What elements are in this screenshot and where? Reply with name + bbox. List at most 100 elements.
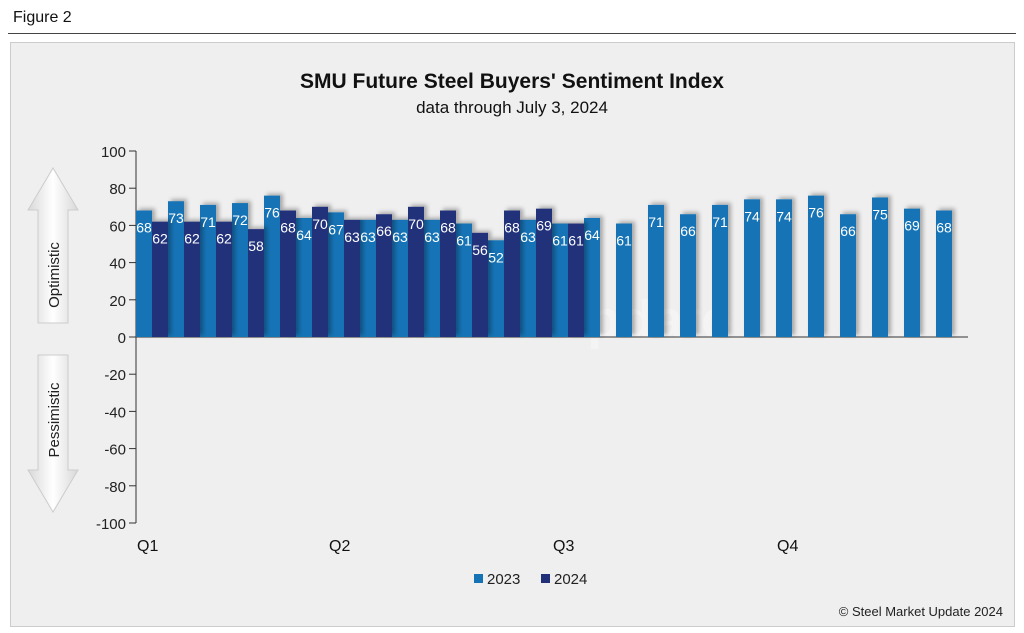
bar-2023	[296, 217, 312, 337]
data-label: 73	[168, 210, 184, 226]
data-label: 63	[392, 229, 408, 245]
data-label: 68	[936, 220, 952, 236]
data-label: 68	[504, 220, 520, 236]
y-tick-label: -60	[104, 442, 126, 459]
optimistic-arrow: Optimistic	[27, 167, 79, 324]
bar-2024	[216, 221, 232, 337]
y-tick-label: 40	[109, 256, 126, 273]
x-tick-label: Q1	[137, 538, 158, 555]
x-tick-label: Q4	[777, 538, 798, 555]
bar-2023	[392, 219, 408, 337]
bar-2023	[264, 195, 280, 337]
data-label: 74	[776, 208, 792, 224]
y-tick-label: -80	[104, 479, 126, 496]
data-label: 63	[360, 229, 376, 245]
data-label: 64	[584, 227, 600, 243]
y-tick-label: -40	[104, 404, 126, 421]
data-label: 58	[248, 238, 264, 254]
data-label: 62	[184, 231, 200, 247]
bar-2023	[456, 223, 472, 337]
bar-2024	[568, 223, 584, 337]
data-label: 71	[200, 214, 216, 230]
bar-2023	[776, 199, 792, 337]
data-label: 70	[408, 216, 424, 232]
bar-2023	[744, 199, 760, 337]
data-label: 68	[136, 220, 152, 236]
data-label: 68	[440, 220, 456, 236]
y-tick-label: 0	[118, 330, 126, 347]
data-label: 71	[648, 214, 664, 230]
data-label: 68	[280, 220, 296, 236]
data-label: 71	[712, 214, 728, 230]
bar-2023	[936, 210, 952, 337]
bar-2023	[328, 212, 344, 337]
bar-2023	[904, 208, 920, 337]
bar-2023	[584, 217, 600, 337]
x-tick-label: Q2	[329, 538, 350, 555]
legend-label-2024: 2024	[554, 571, 587, 588]
y-tick-label: -100	[96, 516, 126, 533]
data-label: 69	[904, 218, 920, 234]
pessimistic-arrow: Pessimistic	[27, 354, 79, 513]
bar-2023	[520, 219, 536, 337]
data-label: 66	[840, 223, 856, 239]
data-label: 75	[872, 207, 888, 223]
data-label: 61	[552, 233, 568, 249]
bar-2024	[504, 210, 520, 337]
y-tick-label: -20	[104, 367, 126, 384]
data-label: 61	[456, 233, 472, 249]
x-tick-label: Q3	[553, 538, 574, 555]
legend-swatch-2024	[541, 574, 550, 583]
y-tick-label: 60	[109, 218, 126, 235]
legend-swatch-2023	[474, 574, 483, 583]
data-label: 63	[344, 229, 360, 245]
divider	[8, 33, 1016, 34]
data-label: 62	[216, 231, 232, 247]
data-label: 66	[680, 223, 696, 239]
figure-label: Figure 2	[13, 9, 72, 26]
data-label: 66	[376, 223, 392, 239]
bar-2023	[232, 203, 248, 337]
copyright: © Steel Market Update 2024	[839, 604, 1003, 619]
data-label: 70	[312, 216, 328, 232]
chart-title: SMU Future Steel Buyers' Sentiment Index	[300, 70, 724, 93]
legend-label-2023: 2023	[487, 571, 520, 588]
bar-2024	[344, 219, 360, 337]
bar-2024	[280, 210, 296, 337]
data-label: 63	[424, 229, 440, 245]
data-label: 62	[152, 231, 168, 247]
chart-subtitle: data through July 3, 2024	[416, 98, 608, 117]
y-tick-label: 20	[109, 293, 126, 310]
bar-2024	[184, 221, 200, 337]
data-label: 72	[232, 212, 248, 228]
bar-2023	[136, 210, 152, 337]
legend: 2023 2024	[474, 571, 587, 588]
bar-2023	[680, 214, 696, 337]
bar-2024	[536, 208, 552, 337]
optimistic-label: Optimistic	[46, 242, 63, 308]
bar-2023	[808, 195, 824, 337]
bar-2024	[440, 210, 456, 337]
bar-2023	[200, 204, 216, 337]
data-label: 64	[296, 227, 312, 243]
data-label: 56	[472, 242, 488, 258]
pessimistic-label: Pessimistic	[46, 382, 63, 458]
y-tick-label: 100	[101, 144, 126, 161]
data-label: 61	[568, 233, 584, 249]
bar-2024	[248, 229, 264, 337]
bar-2024	[408, 206, 424, 337]
bar-2023	[168, 201, 184, 337]
bar-2024	[312, 206, 328, 337]
bar-2023	[552, 223, 568, 337]
data-label: 67	[328, 221, 344, 237]
bar-2023	[616, 223, 632, 337]
bar-2023	[360, 219, 376, 337]
bar-2023	[488, 240, 504, 337]
data-label: 76	[264, 205, 280, 221]
bar-2024	[376, 214, 392, 337]
data-label: 74	[744, 208, 760, 224]
bar-2023	[872, 197, 888, 337]
y-tick-label: 80	[109, 181, 126, 198]
